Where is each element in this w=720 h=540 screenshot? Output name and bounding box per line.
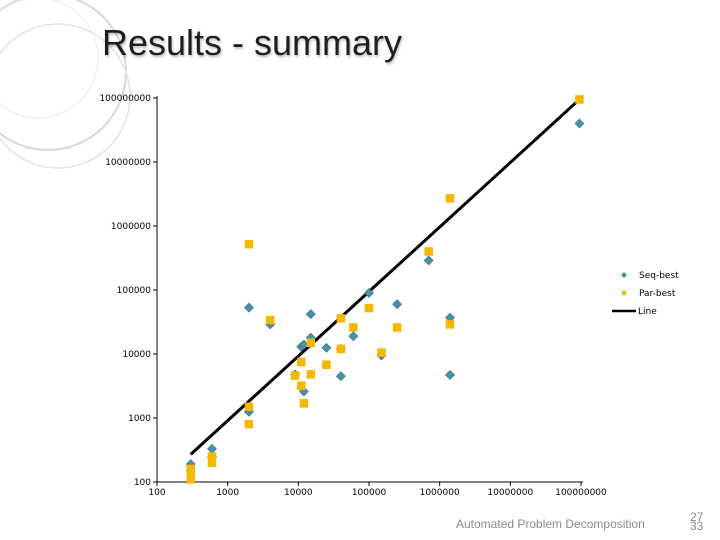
par-best-point bbox=[377, 348, 386, 357]
seq-best-point bbox=[321, 342, 332, 353]
x-tick-labels: 100 1000 10000 100000 1000000 10000000 1000000… bbox=[148, 482, 607, 498]
seq-best-point bbox=[335, 371, 346, 382]
legend-label: Line bbox=[638, 307, 657, 317]
par-best-point bbox=[349, 323, 358, 332]
par-best-point bbox=[244, 402, 254, 411]
par-best-point bbox=[445, 320, 455, 329]
seq-best-point bbox=[244, 302, 254, 313]
y-tick-label: 100 bbox=[134, 478, 151, 488]
par-best-point bbox=[299, 399, 309, 408]
x-tick-label: 10000000 bbox=[487, 488, 533, 498]
par-best-point bbox=[207, 452, 217, 461]
par-best-point bbox=[244, 419, 254, 429]
par-best-point bbox=[306, 338, 316, 347]
par-best-point bbox=[207, 458, 217, 467]
page-number-total: 33 bbox=[690, 519, 704, 533]
y-tick-label: 10000 bbox=[122, 350, 151, 360]
y-tick-label: 10000000 bbox=[105, 158, 151, 168]
x-tick-label: 100 bbox=[148, 488, 165, 498]
legend-seq-best-swatch bbox=[621, 272, 627, 278]
par-best-point bbox=[445, 194, 455, 203]
par-best-point bbox=[186, 464, 195, 474]
seq-best-point bbox=[305, 309, 316, 320]
y-tick-labels: 100 1000 10000 100000 1000000 10000000 1000000… bbox=[99, 94, 157, 488]
x-tick-label: 10000 bbox=[284, 488, 313, 498]
par-best-point bbox=[244, 239, 254, 249]
seq-best-point bbox=[445, 370, 455, 380]
seq-best-point bbox=[423, 255, 434, 266]
par-best-point bbox=[364, 303, 374, 313]
seq-best-point bbox=[364, 288, 374, 298]
seq-best-point bbox=[392, 299, 403, 310]
y-tick-label: 1000000 bbox=[111, 222, 151, 232]
par-best-point bbox=[297, 381, 306, 390]
par-best-point bbox=[322, 360, 331, 369]
seq-best-point bbox=[348, 331, 359, 342]
par-best-point bbox=[575, 95, 584, 104]
data-points bbox=[185, 95, 585, 484]
x-tick-label: 100000000 bbox=[555, 488, 607, 498]
slide-title: Results - summary bbox=[102, 22, 403, 63]
par-best-point bbox=[265, 315, 275, 325]
par-best-point bbox=[186, 475, 195, 484]
seq-best-point bbox=[574, 118, 585, 129]
page-number-current: 27 bbox=[690, 510, 704, 524]
x-tick-label: 1000 bbox=[216, 488, 239, 498]
par-best-point bbox=[336, 344, 346, 354]
page-number: 27 33 bbox=[690, 510, 704, 533]
trend-line bbox=[189, 98, 581, 456]
y-tick-label: 1000 bbox=[128, 414, 151, 424]
par-best-point bbox=[392, 323, 402, 332]
chart-legend: Seq-best Par-best Line bbox=[612, 271, 679, 317]
y-tick-label: 100000 bbox=[117, 286, 152, 296]
par-best-point bbox=[336, 314, 346, 323]
x-tick-label: 1000000 bbox=[420, 488, 460, 498]
par-best-point bbox=[306, 370, 316, 379]
par-best-point bbox=[297, 357, 306, 367]
trend-lines bbox=[189, 98, 581, 456]
par-best-point bbox=[424, 247, 433, 256]
legend-par-best-swatch bbox=[622, 291, 626, 295]
x-tick-label: 100000 bbox=[352, 488, 387, 498]
legend-label: Seq-best bbox=[639, 271, 679, 281]
legend-label: Par-best bbox=[639, 289, 676, 299]
y-tick-label: 100000000 bbox=[99, 94, 151, 104]
footer-text: Automated Problem Decomposition bbox=[456, 517, 645, 531]
par-best-point bbox=[290, 371, 300, 380]
